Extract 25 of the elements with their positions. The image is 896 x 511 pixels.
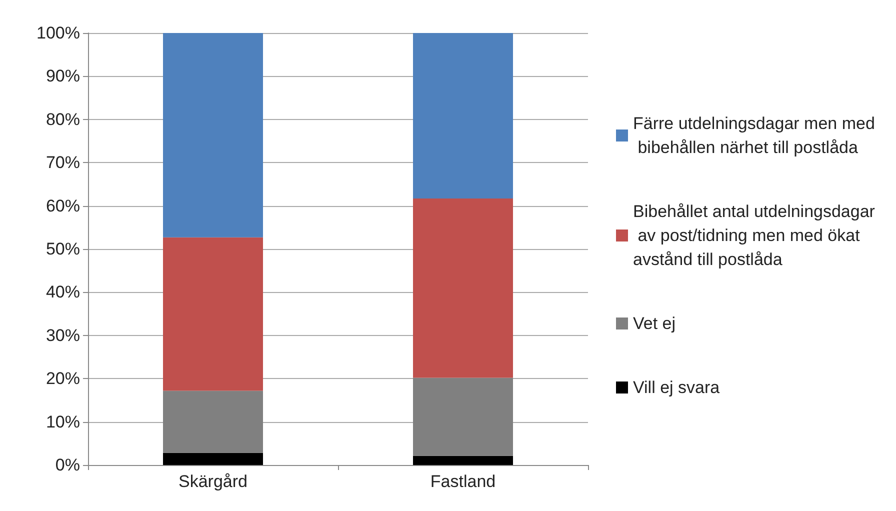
y-tick-label: 40%	[46, 282, 80, 302]
bar	[163, 452, 263, 465]
y-tick-label: 80%	[46, 110, 80, 129]
bar	[163, 390, 263, 453]
legend-label: Vill ej svara	[633, 378, 720, 397]
y-tick-label: 10%	[46, 412, 80, 432]
bar	[413, 198, 513, 378]
y-tick-label: 30%	[46, 326, 80, 345]
x-tick-label: Fastland	[430, 472, 496, 491]
y-tick-label: 90%	[46, 66, 80, 86]
x-tick-label: Skärgård	[178, 472, 248, 491]
legend-label: Vet ej	[633, 314, 676, 333]
bar	[163, 33, 263, 238]
legend-label: Bibehållet antal utdelningsdagar av post/tidning men med ökat avstånd till postlåda	[633, 202, 876, 269]
bar	[163, 237, 263, 391]
y-tick-label: 0%	[55, 456, 80, 474]
y-tick-label: 20%	[46, 369, 80, 388]
legend-label: Färre utdelningsdagar men med bibehållen närhet till postlåda	[633, 114, 875, 157]
y-tick-label: 50%	[46, 240, 80, 258]
bar	[413, 456, 513, 465]
y-tick-label: 100%	[36, 24, 80, 42]
y-tick-label: 60%	[46, 196, 80, 216]
bar	[413, 378, 513, 456]
bar	[413, 33, 513, 198]
y-tick-label: 70%	[46, 153, 80, 172]
